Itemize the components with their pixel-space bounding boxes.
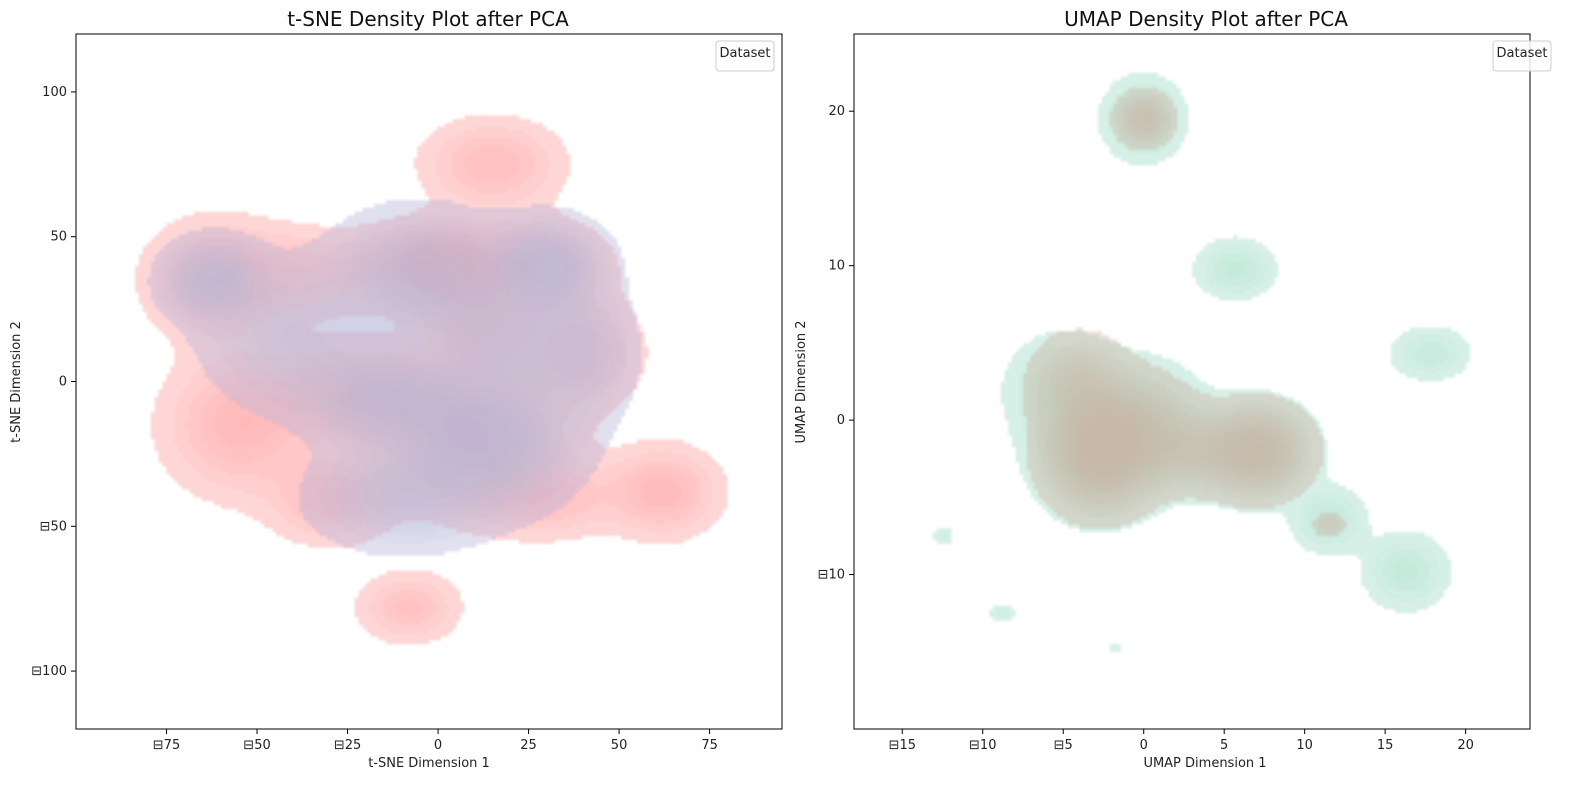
umap-legend-title: Dataset <box>1497 46 1548 61</box>
panel-tsne: t-SNE Density Plot after PCA ⊟75 ⊟50 ⊟25 0 2… <box>9 7 783 771</box>
tsne-ytick-label: ⊟100 <box>31 664 67 679</box>
umap-ylabel: UMAP Dimension 2 <box>794 320 809 443</box>
tsne-ytick-label: 100 <box>42 85 67 100</box>
umap-xtick-label: ⊟5 <box>1054 738 1073 753</box>
tsne-ylabel: t-SNE Dimension 2 <box>9 321 24 443</box>
tsne-series-1-density <box>76 34 782 729</box>
umap-ytick-label: 0 <box>837 413 845 428</box>
umap-xtick-label: 5 <box>1220 738 1228 753</box>
umap-density-layers <box>854 34 1530 729</box>
tsne-legend: Dataset <box>715 40 775 72</box>
umap-xtick-label: 15 <box>1377 738 1394 753</box>
umap-ytick-label: 20 <box>828 104 845 119</box>
tsne-ticks: ⊟75 ⊟50 ⊟25 0 25 50 75 ⊟100 ⊟50 0 50 100 <box>31 85 718 753</box>
umap-ytick-label: ⊟10 <box>818 568 845 583</box>
tsne-xlabel: t-SNE Dimension 1 <box>368 756 490 771</box>
tsne-xtick-label: 0 <box>434 738 442 753</box>
umap-xtick-label: ⊟10 <box>969 738 996 753</box>
tsne-ytick-label: ⊟50 <box>40 519 67 534</box>
umap-legend: Dataset <box>1492 40 1552 72</box>
umap-xtick-label: ⊟15 <box>889 738 916 753</box>
umap-ytick-label: 10 <box>828 259 845 274</box>
umap-xtick-label: 10 <box>1296 738 1313 753</box>
tsne-legend-title: Dataset <box>720 46 771 61</box>
umap-xlabel: UMAP Dimension 1 <box>1143 756 1266 771</box>
tsne-xtick-label: ⊟50 <box>243 738 270 753</box>
umap-title: UMAP Density Plot after PCA <box>1064 7 1348 31</box>
tsne-legend-box <box>715 40 775 72</box>
umap-series-1-density <box>854 34 1530 729</box>
tsne-xtick-label: 75 <box>701 738 718 753</box>
tsne-xtick-label: ⊟25 <box>334 738 361 753</box>
tsne-density-layers <box>76 34 782 729</box>
tsne-series-1-level-10 <box>76 34 782 729</box>
umap-legend-box <box>1492 40 1552 72</box>
umap-plot-frame <box>853 33 1531 730</box>
panel-umap: UMAP Density Plot after PCA ⊟15 ⊟10 ⊟5 0 5 10… <box>794 7 1552 771</box>
tsne-xtick-label: 25 <box>520 738 537 753</box>
tsne-title: t-SNE Density Plot after PCA <box>287 7 569 31</box>
tsne-xtick-label: ⊟75 <box>153 738 180 753</box>
umap-ticks: ⊟15 ⊟10 ⊟5 0 5 10 15 20 ⊟10 0 10 20 <box>818 104 1474 753</box>
tsne-ytick-label: 0 <box>59 375 67 390</box>
umap-xtick-label: 20 <box>1457 738 1474 753</box>
umap-xtick-label: 0 <box>1140 738 1148 753</box>
tsne-ytick-label: 50 <box>50 230 67 245</box>
tsne-xtick-label: 50 <box>611 738 628 753</box>
umap-series-1-level-10 <box>854 34 1530 729</box>
